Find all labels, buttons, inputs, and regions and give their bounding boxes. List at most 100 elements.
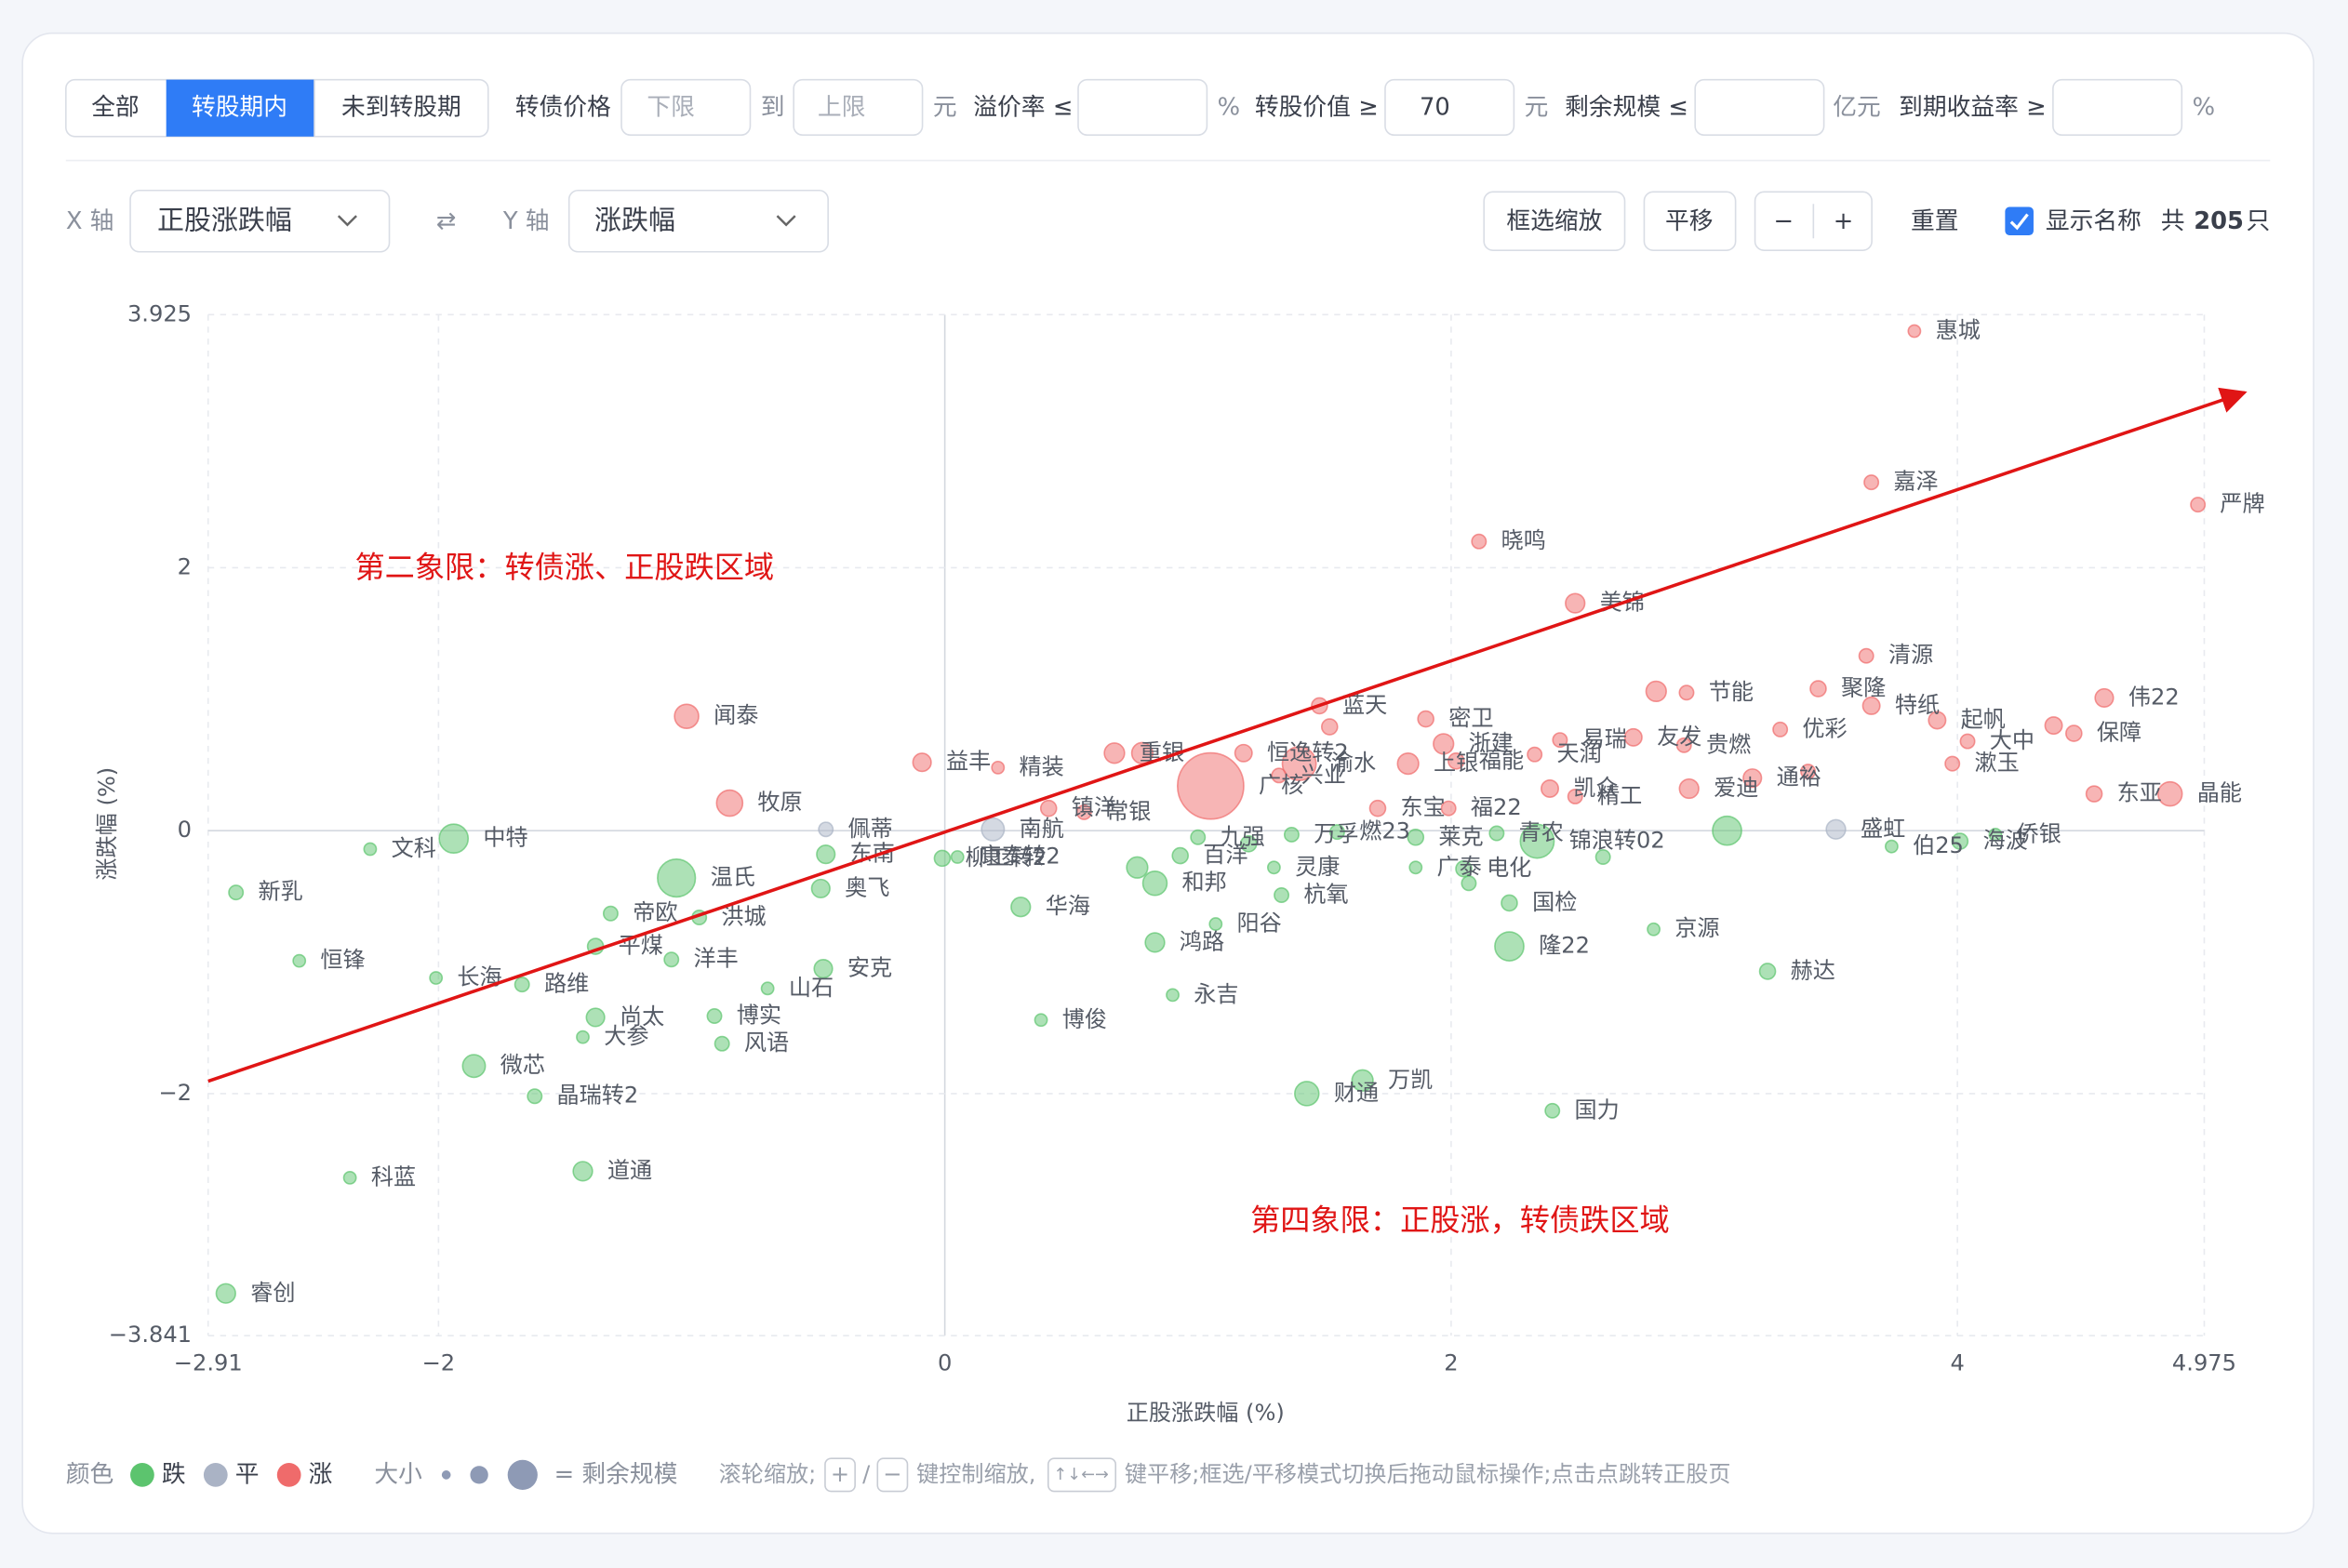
point[interactable] [1408,860,1423,875]
point[interactable] [1623,727,1643,747]
point[interactable] [429,971,444,985]
button-label[interactable]: 平移 [1665,207,1714,235]
point[interactable] [1039,799,1058,817]
point[interactable] [1678,684,1695,701]
point[interactable] [1328,824,1345,841]
point[interactable] [991,760,1006,775]
point[interactable] [818,821,834,838]
point[interactable] [1861,696,1881,715]
point[interactable] [1552,732,1568,749]
input[interactable] [1384,78,1515,137]
point[interactable] [1647,922,1661,937]
point[interactable] [1190,829,1207,845]
point[interactable] [572,1161,594,1182]
zoom-in[interactable]: + [1834,207,1854,235]
button[interactable] [1643,191,1737,251]
point[interactable] [1368,799,1387,817]
point[interactable] [1166,988,1180,1003]
point[interactable] [1103,742,1126,764]
point[interactable] [810,878,831,898]
point[interactable] [1772,721,1789,737]
tab[interactable]: 未到转股期 [341,94,461,122]
point[interactable] [1234,743,1253,763]
point[interactable] [1541,778,1560,798]
input[interactable] [1077,78,1208,137]
point[interactable] [816,844,836,865]
point[interactable] [2085,785,2103,803]
input[interactable] [620,78,752,137]
point[interactable] [1742,768,1763,789]
point[interactable] [1034,1013,1048,1028]
point[interactable] [1455,859,1473,878]
point[interactable] [514,977,530,993]
point[interactable] [1141,870,1168,897]
button[interactable] [1483,191,1626,251]
point[interactable] [1825,818,1847,840]
point[interactable] [1126,856,1149,879]
point[interactable] [674,703,700,729]
point[interactable] [1407,828,1425,846]
point[interactable] [1863,474,1880,491]
point[interactable] [1417,710,1434,728]
point[interactable] [215,1282,236,1304]
point[interactable] [1645,680,1667,703]
point[interactable] [2190,497,2207,513]
point[interactable] [1010,897,1032,918]
point[interactable] [292,953,307,968]
point[interactable] [1800,764,1817,780]
point[interactable] [1320,718,1339,736]
point[interactable] [1809,680,1827,698]
button-label[interactable]: 框选缩放 [1506,207,1602,235]
select[interactable] [567,189,829,253]
point[interactable] [1283,826,1300,843]
point[interactable] [1712,815,1742,846]
point[interactable] [1884,839,1899,854]
input[interactable] [793,78,924,137]
point[interactable] [602,905,619,922]
input[interactable] [2052,78,2183,137]
point[interactable] [1988,828,2003,842]
point[interactable] [363,842,378,857]
tab[interactable]: 转股期内 [192,94,287,122]
point[interactable] [585,1007,606,1028]
point[interactable] [228,884,245,901]
reset-button[interactable]: 重置 [1911,207,1959,235]
point[interactable] [1594,849,1611,865]
point[interactable] [461,1054,487,1079]
point[interactable] [2065,724,2083,742]
zoom-out[interactable]: − [1773,207,1794,235]
point[interactable] [527,1088,543,1105]
point[interactable] [950,850,965,864]
point[interactable] [1208,917,1223,931]
point[interactable] [714,1035,730,1052]
point[interactable] [1075,804,1092,820]
point[interactable] [576,1030,590,1044]
point[interactable] [342,1170,357,1185]
point[interactable] [1675,737,1692,753]
point[interactable] [1959,733,1976,750]
swap-icon[interactable]: ⇄ [436,207,457,235]
point[interactable] [1527,746,1543,763]
point[interactable] [1447,751,1465,770]
tab[interactable]: 全部 [91,94,140,122]
point[interactable] [1471,533,1488,550]
checkbox-label[interactable]: 显示名称 [2046,207,2141,235]
point[interactable] [1396,751,1420,776]
point[interactable] [1494,931,1525,962]
point[interactable] [1176,751,1245,820]
point[interactable] [1565,592,1586,614]
point[interactable] [438,823,470,855]
point[interactable] [1281,746,1317,782]
point[interactable] [933,849,952,868]
point[interactable] [1907,324,1922,339]
checkbox[interactable] [2005,206,2034,236]
point[interactable] [1951,832,1969,850]
point[interactable] [912,752,932,773]
point[interactable] [760,981,775,996]
point[interactable] [715,789,744,817]
point[interactable] [1544,1102,1561,1119]
point[interactable] [1274,886,1290,903]
point[interactable] [981,817,1006,842]
point[interactable] [1440,800,1457,817]
point[interactable] [706,1008,723,1024]
